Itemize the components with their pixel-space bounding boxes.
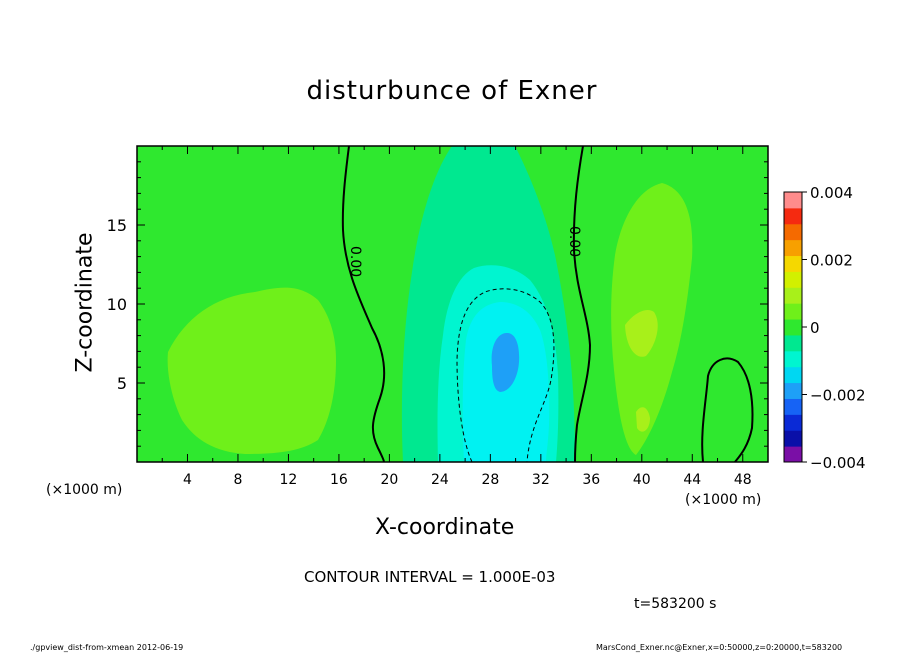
x-axis-label: X-coordinate	[375, 515, 515, 540]
colorbar-swatch	[784, 382, 802, 399]
time-text: t=583200 s	[634, 596, 717, 612]
x-tick-label: 40	[633, 472, 651, 488]
x-tick-label: 32	[532, 472, 550, 488]
contour-label-center: 0.00	[566, 226, 582, 257]
colorbar-tick-label: 0.004	[810, 184, 853, 202]
colorbar-swatch	[784, 366, 802, 384]
x-tick-label: 20	[380, 472, 398, 488]
colorbar-swatch	[784, 446, 802, 463]
contour-zero-center	[572, 146, 592, 462]
colorbar-tick-label: −0.002	[810, 387, 866, 405]
colorbar-swatch	[784, 207, 802, 225]
x-tick-label: 24	[431, 472, 449, 488]
colorbar-swatch	[784, 430, 802, 447]
colorbar-swatch	[784, 319, 802, 336]
colorbar: 0.004 0.002 0 −0.002 −0.004	[783, 184, 866, 472]
colorbar-swatch	[784, 398, 802, 415]
x-tick-label: 4	[183, 472, 192, 488]
y-axis-label: Z-coordinate	[72, 232, 98, 373]
footer-right: MarsCond_Exner.nc@Exner,x=0:50000,z=0:20…	[596, 643, 843, 652]
colorbar-swatch	[784, 239, 802, 257]
contour-label-west: 0.00	[347, 246, 363, 277]
contour-negative-dashed	[456, 288, 555, 462]
colorbar-swatch	[784, 192, 802, 209]
colorbar-swatch	[784, 414, 802, 431]
x-tick-label: 12	[280, 472, 298, 488]
y-tick-label: 5	[117, 374, 127, 393]
y-axis: 5 10 15	[107, 161, 768, 447]
colorbar-tick-label: 0	[810, 319, 820, 337]
x-unit-label-right: (×1000 m)	[685, 492, 762, 508]
x-tick-label: 8	[233, 472, 242, 488]
field-positive-east-spot	[636, 407, 650, 432]
footer-left: ./gpview_dist-from-xmean 2012-06-19	[30, 643, 184, 652]
colorbar-tick-label: −0.004	[810, 454, 866, 472]
colorbar-swatch	[784, 350, 802, 368]
colorbar-tick-label: 0.002	[810, 252, 853, 270]
colorbar-swatch	[784, 271, 802, 288]
field-positive-west	[167, 287, 336, 454]
colorbar-swatch	[784, 303, 802, 320]
colorbar-swatch	[784, 255, 802, 272]
x-tick-label: 28	[481, 472, 499, 488]
field-positive-east-core	[625, 309, 658, 357]
x-tick-label: 44	[683, 472, 701, 488]
x-axis: 4 8 12 16 20 24 28 32 36 40 44 48	[161, 146, 752, 488]
y-tick-label: 10	[107, 295, 127, 314]
contour-interval-text: CONTOUR INTERVAL = 1.000E-03	[304, 568, 556, 586]
x-tick-label: 36	[582, 472, 600, 488]
y-tick-label: 15	[107, 216, 127, 235]
x-unit-label-left: (×1000 m)	[46, 482, 123, 498]
colorbar-swatch	[784, 287, 802, 304]
chart-title: disturbunce of Exner	[306, 76, 598, 106]
field-negative-core	[491, 332, 520, 392]
colorbar-swatch	[784, 223, 802, 241]
contour-zero-west	[341, 146, 386, 462]
x-tick-label: 48	[734, 472, 752, 488]
colorbar-swatch	[784, 334, 802, 352]
x-tick-label: 16	[330, 472, 348, 488]
contour-zero-east	[701, 357, 754, 462]
